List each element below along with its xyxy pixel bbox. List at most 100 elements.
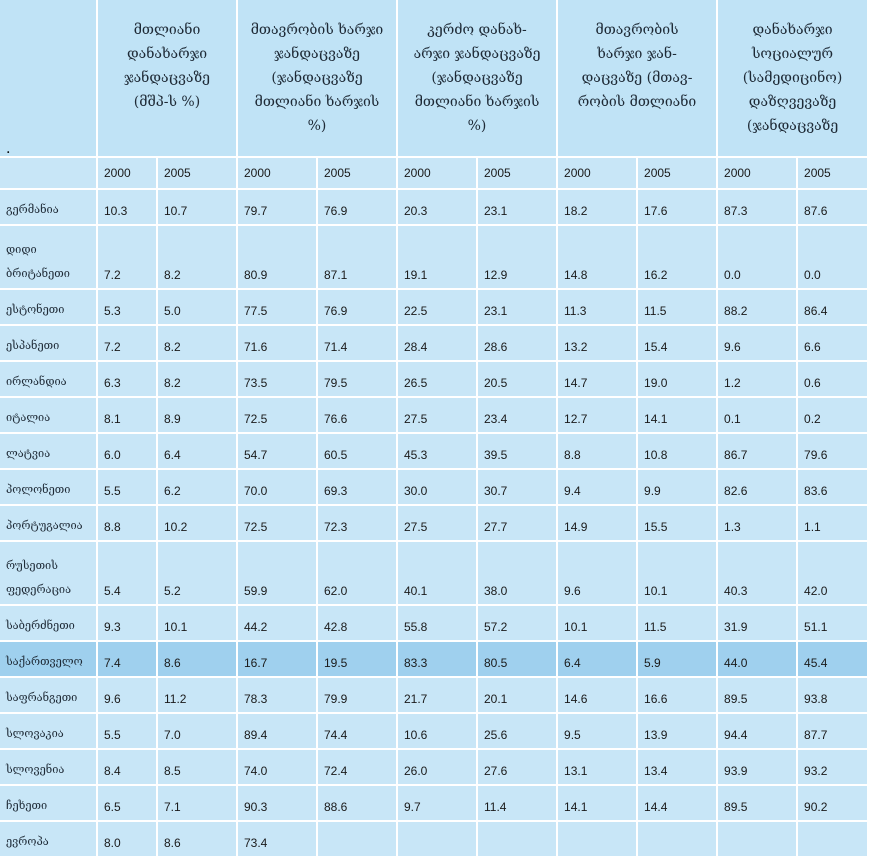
value-cell: 72.3 (318, 506, 398, 542)
value-cell: 73.4 (238, 822, 318, 858)
value-cell: 14.6 (558, 678, 639, 714)
value-cell: 23.1 (478, 190, 559, 226)
year-cell: 2005 (158, 158, 238, 190)
value-cell: 28.6 (478, 326, 559, 362)
value-cell: 5.5 (98, 714, 158, 750)
country-cell: პორტუგალია (0, 506, 98, 542)
value-cell: 44.0 (718, 642, 799, 678)
country-cell: იტალია (0, 398, 98, 434)
value-cell (638, 822, 719, 858)
value-cell: 87.6 (798, 190, 869, 226)
country-cell: საბერძნეთი (0, 606, 98, 642)
value-cell: 6.3 (98, 362, 158, 398)
country-cell: პოლონეთი (0, 470, 98, 506)
value-cell: 6.4 (558, 642, 639, 678)
table-row: საფრანგეთი 9.6 11.2 78.3 79.9 21.7 20.1 14.6 16.… (0, 678, 869, 714)
header-private-expenditure: კერძო დანახ- არჯი ჯანდაცვაზე (ჯანდაცვაზე… (398, 0, 559, 158)
table-row: ლატვია 6.0 6.4 54.7 60.5 45.3 39.5 8.8 10.8 86.7 7… (0, 434, 869, 470)
value-cell: 8.6 (158, 822, 238, 858)
value-cell: 5.2 (158, 542, 238, 606)
value-cell: 89.5 (718, 786, 799, 822)
value-cell: 9.9 (638, 470, 719, 506)
value-cell (558, 822, 639, 858)
country-cell: რუსეთის ფედერაცია (0, 542, 98, 606)
value-cell: 26.5 (398, 362, 478, 398)
table-row: ესპანეთი 7.2 8.2 71.6 71.4 28.4 28.6 13.2 15.4 9.… (0, 326, 869, 362)
value-cell: 11.5 (638, 606, 719, 642)
value-cell: 0.0 (798, 226, 869, 290)
value-cell: 38.0 (478, 542, 559, 606)
value-cell: 26.0 (398, 750, 478, 786)
value-cell: 1.1 (798, 506, 869, 542)
year-cell: 2000 (558, 158, 639, 190)
value-cell: 78.3 (238, 678, 318, 714)
value-cell: 11.3 (558, 290, 639, 326)
country-cell: სლოვენია (0, 750, 98, 786)
value-cell: 0.0 (718, 226, 799, 290)
value-cell: 0.2 (798, 398, 869, 434)
value-cell: 23.1 (478, 290, 559, 326)
year-cell: 2000 (98, 158, 158, 190)
value-cell: 39.5 (478, 434, 559, 470)
value-cell: 14.8 (558, 226, 639, 290)
value-cell: 6.2 (158, 470, 238, 506)
value-cell: 21.7 (398, 678, 478, 714)
value-cell: 14.1 (558, 786, 639, 822)
value-cell: 82.6 (718, 470, 799, 506)
value-cell: 16.6 (638, 678, 719, 714)
value-cell: 10.6 (398, 714, 478, 750)
value-cell: 12.7 (558, 398, 639, 434)
value-cell: 8.0 (98, 822, 158, 858)
value-cell: 79.9 (318, 678, 398, 714)
header-corner-mark: . (6, 141, 11, 157)
country-cell: ესტონეთი (0, 290, 98, 326)
table-row: ევროპა 8.0 8.6 73.4 (0, 822, 869, 858)
table-row: სლოვენია 8.4 8.5 74.0 72.4 26.0 27.6 13.1 13.4 93… (0, 750, 869, 786)
value-cell: 9.4 (558, 470, 639, 506)
value-cell: 59.9 (238, 542, 318, 606)
value-cell: 18.2 (558, 190, 639, 226)
value-cell: 27.5 (398, 506, 478, 542)
value-cell: 15.5 (638, 506, 719, 542)
value-cell: 69.3 (318, 470, 398, 506)
value-cell: 1.3 (718, 506, 799, 542)
value-cell: 76.9 (318, 190, 398, 226)
value-cell: 7.2 (98, 326, 158, 362)
value-cell (718, 822, 799, 858)
value-cell: 8.8 (98, 506, 158, 542)
value-cell: 25.6 (478, 714, 559, 750)
value-cell: 20.5 (478, 362, 559, 398)
value-cell: 93.8 (798, 678, 869, 714)
value-cell: 10.3 (98, 190, 158, 226)
value-cell: 87.1 (318, 226, 398, 290)
value-cell: 93.2 (798, 750, 869, 786)
value-cell: 94.4 (718, 714, 799, 750)
value-cell: 8.9 (158, 398, 238, 434)
value-cell: 10.8 (638, 434, 719, 470)
value-cell: 90.2 (798, 786, 869, 822)
value-cell: 22.5 (398, 290, 478, 326)
value-cell (798, 822, 869, 858)
value-cell: 8.4 (98, 750, 158, 786)
value-cell: 9.6 (558, 542, 639, 606)
table-row: რუსეთის ფედერაცია 5.4 5.2 59.9 62.0 40.1 38.0 9… (0, 542, 869, 606)
value-cell: 72.5 (238, 506, 318, 542)
year-cell: 2005 (318, 158, 398, 190)
table-row: პოლონეთი 5.5 6.2 70.0 69.3 30.0 30.7 9.4 9.9 82.6… (0, 470, 869, 506)
value-cell: 42.8 (318, 606, 398, 642)
header-total-expenditure: მთლიანი დანახარჯი ჯანდაცვაზე (მშპ-ს %) (98, 0, 238, 158)
value-cell: 76.6 (318, 398, 398, 434)
value-cell: 27.7 (478, 506, 559, 542)
value-cell: 89.4 (238, 714, 318, 750)
value-cell: 14.9 (558, 506, 639, 542)
value-cell: 88.2 (718, 290, 799, 326)
value-cell: 86.7 (718, 434, 799, 470)
value-cell: 8.2 (158, 362, 238, 398)
value-cell: 5.5 (98, 470, 158, 506)
value-cell: 79.6 (798, 434, 869, 470)
table-row: ესტონეთი 5.3 5.0 77.5 76.9 22.5 23.1 11.3 11.5 88… (0, 290, 869, 326)
header-row: . მთლიანი დანახარჯი ჯანდაცვაზე (მშპ-ს %)… (0, 0, 869, 158)
value-cell: 80.9 (238, 226, 318, 290)
value-cell: 14.1 (638, 398, 719, 434)
value-cell: 40.1 (398, 542, 478, 606)
